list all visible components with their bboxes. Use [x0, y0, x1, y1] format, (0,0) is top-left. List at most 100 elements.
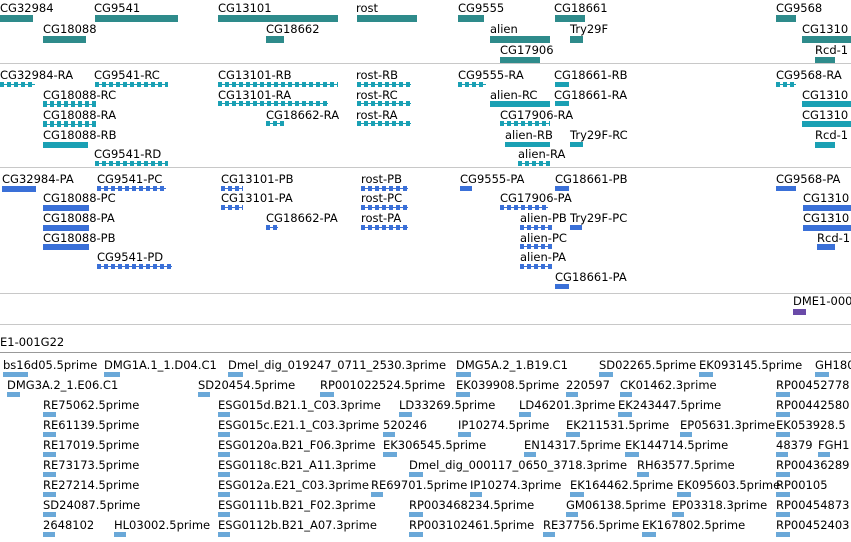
- feature-glyph[interactable]: [0, 15, 33, 22]
- feature-label[interactable]: CG18662-PA: [266, 211, 338, 225]
- feature-glyph[interactable]: [802, 101, 851, 107]
- feature-glyph[interactable]: [776, 532, 790, 537]
- feature-label[interactable]: CG13101-PB: [221, 172, 294, 186]
- feature-glyph[interactable]: [221, 186, 243, 191]
- feature-glyph[interactable]: [460, 186, 472, 191]
- feature-glyph[interactable]: [114, 532, 126, 537]
- feature-label[interactable]: EK093145.5prime: [699, 358, 803, 372]
- feature-glyph[interactable]: [672, 512, 684, 517]
- feature-glyph[interactable]: [524, 452, 536, 457]
- feature-glyph[interactable]: [43, 121, 96, 127]
- feature-label[interactable]: CG18661-PB: [555, 172, 628, 186]
- feature-glyph[interactable]: [458, 82, 486, 87]
- feature-label[interactable]: IP10274.3prime: [470, 478, 562, 492]
- feature-label[interactable]: Try29F: [570, 22, 609, 36]
- feature-glyph[interactable]: [357, 101, 411, 106]
- feature-glyph[interactable]: [383, 432, 395, 437]
- feature-glyph[interactable]: [802, 36, 851, 43]
- feature-glyph[interactable]: [357, 82, 411, 87]
- feature-label[interactable]: CG13101-RB: [218, 68, 292, 82]
- feature-label[interactable]: CG17906-RA: [500, 108, 574, 122]
- feature-glyph[interactable]: [458, 432, 471, 437]
- feature-label[interactable]: DMG1A.1_1.D04.C1: [104, 358, 217, 372]
- feature-glyph[interactable]: [266, 36, 284, 43]
- feature-label[interactable]: rost: [356, 1, 379, 15]
- feature-glyph[interactable]: [2, 186, 36, 192]
- feature-glyph[interactable]: [520, 264, 552, 269]
- feature-glyph[interactable]: [520, 244, 552, 249]
- feature-glyph[interactable]: [198, 392, 210, 397]
- feature-label[interactable]: EK144714.5prime: [625, 438, 729, 452]
- feature-label[interactable]: CG17906: [500, 43, 554, 57]
- feature-glyph[interactable]: [500, 57, 540, 63]
- feature-glyph[interactable]: [500, 205, 548, 210]
- feature-glyph[interactable]: [642, 532, 656, 537]
- feature-label[interactable]: ESG0120a.B21_F06.3prime: [218, 438, 376, 452]
- feature-glyph[interactable]: [266, 121, 284, 126]
- feature-glyph[interactable]: [43, 532, 55, 537]
- feature-glyph[interactable]: [218, 532, 230, 537]
- feature-label[interactable]: CG9555: [458, 1, 505, 15]
- feature-glyph[interactable]: [815, 372, 829, 377]
- feature-glyph[interactable]: [776, 412, 790, 417]
- feature-glyph[interactable]: [776, 492, 790, 497]
- feature-label[interactable]: alien-RB: [505, 128, 553, 142]
- feature-glyph[interactable]: [409, 512, 423, 517]
- feature-glyph[interactable]: [43, 472, 56, 477]
- feature-glyph[interactable]: [218, 512, 230, 517]
- feature-label[interactable]: EK211531.5prime: [566, 418, 670, 432]
- feature-label[interactable]: RE61139.5prime: [43, 418, 140, 432]
- feature-label[interactable]: RP00442580: [776, 398, 850, 412]
- feature-label[interactable]: CG18088-RC: [43, 88, 117, 102]
- feature-glyph[interactable]: [218, 432, 230, 437]
- feature-label[interactable]: RE75062.5prime: [43, 398, 140, 412]
- feature-label[interactable]: EP05631.3prime: [680, 418, 776, 432]
- feature-label[interactable]: alien-PC: [520, 231, 567, 245]
- feature-label[interactable]: Dmel_dig_000117_0650_3718.3prime: [409, 458, 628, 472]
- feature-label[interactable]: CG32984: [0, 1, 54, 15]
- feature-label[interactable]: RE37756.5prime: [543, 518, 640, 532]
- feature-label[interactable]: alien: [490, 22, 518, 36]
- feature-label[interactable]: CG18661-RB: [554, 68, 628, 82]
- feature-label[interactable]: CG9568-PA: [776, 172, 841, 186]
- feature-glyph[interactable]: [320, 392, 334, 397]
- feature-label[interactable]: 220597: [566, 378, 610, 392]
- feature-glyph[interactable]: [570, 36, 583, 43]
- feature-glyph[interactable]: [618, 412, 632, 417]
- feature-glyph[interactable]: [43, 492, 56, 497]
- feature-label[interactable]: CG9541-PD: [97, 250, 164, 264]
- feature-glyph[interactable]: [409, 472, 423, 477]
- feature-glyph[interactable]: [357, 121, 411, 126]
- feature-label[interactable]: CG1310: [803, 191, 850, 205]
- feature-label[interactable]: CG18088: [43, 22, 97, 36]
- feature-label[interactable]: CG9568: [776, 1, 823, 15]
- feature-label[interactable]: CG18088-RA: [43, 108, 117, 122]
- feature-label[interactable]: RP001022524.5prime: [320, 378, 446, 392]
- feature-glyph[interactable]: [43, 512, 56, 517]
- feature-glyph[interactable]: [680, 432, 692, 437]
- feature-glyph[interactable]: [228, 372, 243, 377]
- feature-label[interactable]: CG1310: [802, 22, 849, 36]
- feature-label[interactable]: EP03318.3prime: [672, 498, 768, 512]
- feature-label[interactable]: CG18088-PA: [43, 211, 115, 225]
- feature-label[interactable]: Try29F-RC: [570, 128, 628, 142]
- feature-glyph[interactable]: [218, 15, 338, 22]
- feature-label[interactable]: CG9568-RA: [776, 68, 842, 82]
- feature-label[interactable]: EN14317.5prime: [524, 438, 621, 452]
- feature-label[interactable]: EK095603.5prime: [677, 478, 781, 492]
- feature-label[interactable]: Try29F-PC: [570, 211, 628, 225]
- feature-label[interactable]: EK243447.5prime: [618, 398, 722, 412]
- feature-glyph[interactable]: [218, 452, 230, 457]
- feature-glyph[interactable]: [383, 452, 397, 457]
- feature-glyph[interactable]: [361, 205, 408, 210]
- feature-label[interactable]: HL03002.5prime: [114, 518, 211, 532]
- feature-glyph[interactable]: [218, 101, 328, 106]
- feature-glyph[interactable]: [399, 412, 412, 417]
- feature-glyph[interactable]: [817, 244, 835, 250]
- feature-glyph[interactable]: [776, 392, 790, 397]
- feature-label[interactable]: ESG0112b.B21_A07.3prime: [218, 518, 377, 532]
- feature-label[interactable]: ESG012a.E21_C03.3prime: [218, 478, 369, 492]
- feature-label[interactable]: EK039908.5prime: [456, 378, 560, 392]
- feature-glyph[interactable]: [371, 492, 383, 497]
- feature-label[interactable]: CG9541-RD: [94, 147, 162, 161]
